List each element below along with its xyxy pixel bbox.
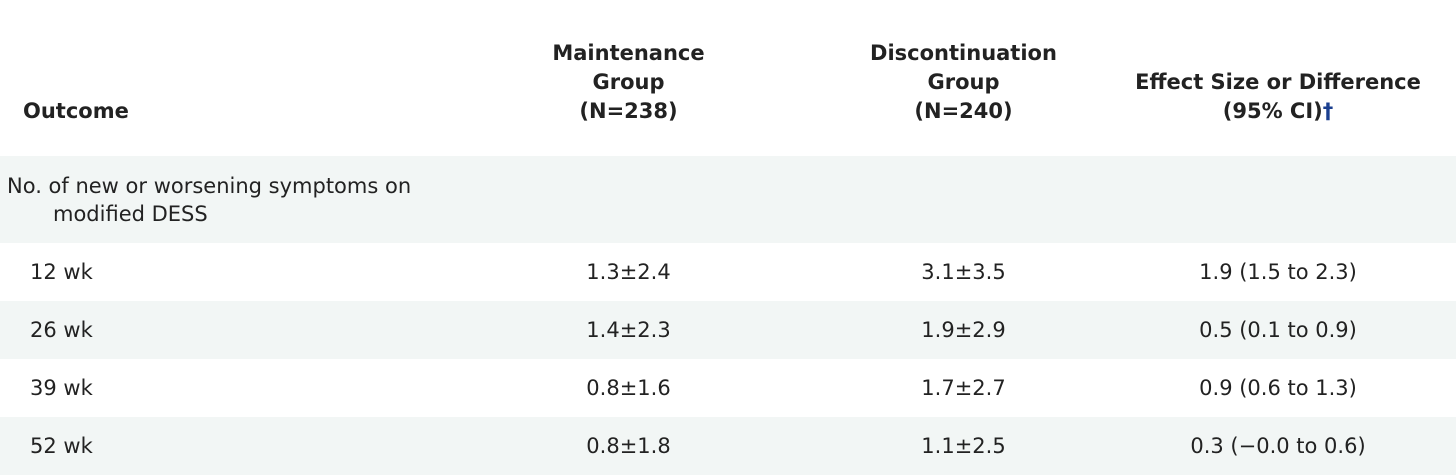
section-label-line1: No. of new or worsening symptoms on — [7, 173, 412, 198]
header-effect-size: Effect Size or Difference (95% CI)† — [1100, 0, 1456, 156]
maintenance-value: 0.8±1.8 — [430, 417, 827, 475]
discontinuation-value: 1.9±2.9 — [827, 301, 1100, 359]
row-label: 39 wk — [30, 376, 93, 400]
header-outcome: Outcome — [0, 0, 430, 156]
row-label: 12 wk — [30, 260, 93, 284]
header-discontinuation-line3: (N=240) — [914, 99, 1013, 123]
section-empty-cell — [430, 156, 827, 243]
table-row: 52 wk 0.8±1.8 1.1±2.5 0.3 (−0.0 to 0.6) — [0, 417, 1456, 475]
header-outcome-label: Outcome — [23, 99, 129, 123]
discontinuation-value: 3.1±3.5 — [921, 260, 1006, 284]
section-label: No. of new or worsening symptoms on modi… — [0, 172, 430, 228]
maintenance-value: 0.8±1.6 — [586, 376, 671, 400]
header-maintenance-line1: Maintenance — [552, 41, 705, 65]
section-row: No. of new or worsening symptoms on modi… — [0, 156, 1456, 243]
section-label-line2: modified DESS — [53, 201, 208, 226]
header-maintenance-line3: (N=238) — [579, 99, 678, 123]
footnote-dagger-link[interactable]: † — [1322, 99, 1334, 123]
header-effect-line2-wrap: (95% CI)† — [1100, 97, 1456, 126]
header-discontinuation-line2: Group — [927, 70, 1000, 94]
effect-value: 0.3 (−0.0 to 0.6) — [1100, 417, 1456, 475]
header-effect-line2: (95% CI) — [1222, 99, 1323, 123]
row-label: 26 wk — [0, 301, 430, 359]
header-maintenance-group: Maintenance Group (N=238) — [430, 0, 827, 156]
header-effect-line1: Effect Size or Difference — [1135, 70, 1421, 94]
table-row: 39 wk 0.8±1.6 1.7±2.7 0.9 (0.6 to 1.3) — [0, 359, 1456, 417]
header-discontinuation-group: Discontinuation Group (N=240) — [827, 0, 1100, 156]
discontinuation-value: 1.1±2.5 — [827, 417, 1100, 475]
table-row: 26 wk 1.4±2.3 1.9±2.9 0.5 (0.1 to 0.9) — [0, 301, 1456, 359]
row-label: 52 wk — [0, 417, 430, 475]
effect-value: 1.9 (1.5 to 2.3) — [1199, 260, 1357, 284]
header-maintenance-line2: Group — [592, 70, 665, 94]
effect-value: 0.9 (0.6 to 1.3) — [1199, 376, 1357, 400]
table-body: No. of new or worsening symptoms on modi… — [0, 156, 1456, 475]
section-empty-cell — [827, 156, 1100, 243]
header-discontinuation-line1: Discontinuation — [870, 41, 1057, 65]
maintenance-value: 1.4±2.3 — [430, 301, 827, 359]
section-empty-cell — [1100, 156, 1456, 243]
maintenance-value: 1.3±2.4 — [586, 260, 671, 284]
header-row: Outcome Maintenance Group (N=238) Discon… — [0, 0, 1456, 156]
effect-value: 0.5 (0.1 to 0.9) — [1100, 301, 1456, 359]
table-row: 12 wk 1.3±2.4 3.1±3.5 1.9 (1.5 to 2.3) — [0, 243, 1456, 301]
table-header: Outcome Maintenance Group (N=238) Discon… — [0, 0, 1456, 156]
section-label-cell: No. of new or worsening symptoms on modi… — [0, 156, 430, 243]
discontinuation-value: 1.7±2.7 — [921, 376, 1006, 400]
